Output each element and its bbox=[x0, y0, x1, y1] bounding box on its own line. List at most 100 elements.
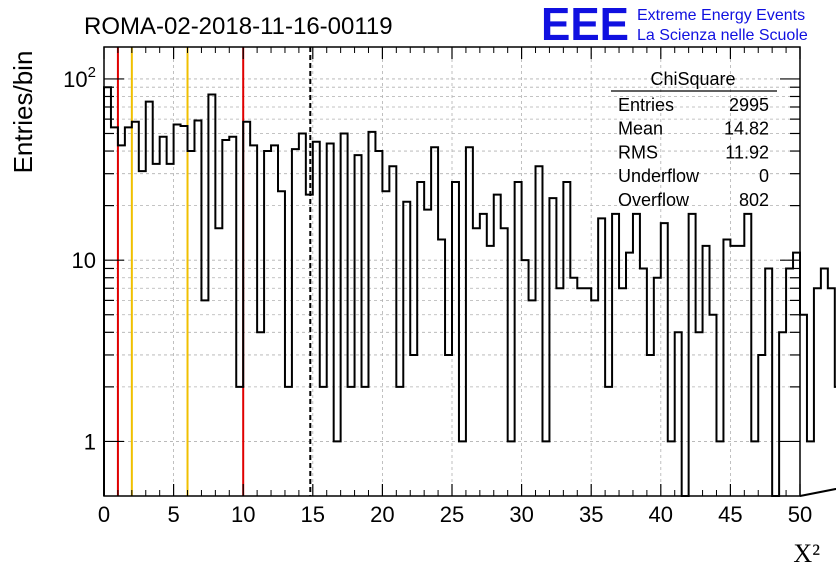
histogram-bin bbox=[368, 132, 375, 496]
histogram-bin bbox=[431, 147, 438, 496]
histogram-bin bbox=[424, 210, 431, 496]
stats-value: 11.92 bbox=[725, 142, 769, 162]
histogram-bin bbox=[125, 127, 132, 496]
eee-logo-line1: Extreme Energy Events bbox=[637, 7, 805, 24]
histogram-bin bbox=[501, 228, 508, 496]
histogram-bin bbox=[271, 145, 278, 496]
histogram-bin bbox=[703, 246, 710, 496]
histogram-bin bbox=[591, 300, 598, 496]
histogram-bin bbox=[619, 288, 626, 496]
histogram-bin bbox=[487, 246, 494, 496]
x-tick-label: 25 bbox=[440, 502, 464, 527]
histogram-bin bbox=[264, 151, 271, 496]
stats-box: ChiSquare Entries 2995 Mean 14.82 RMS 11.92 Un… bbox=[611, 69, 777, 210]
histogram-bin bbox=[243, 122, 250, 496]
histogram-bin bbox=[320, 387, 327, 496]
x-tick-label: 35 bbox=[579, 502, 603, 527]
histogram-bin bbox=[229, 137, 236, 496]
histogram-bin bbox=[188, 151, 195, 496]
histogram-bin bbox=[396, 387, 403, 496]
histogram-bin bbox=[515, 182, 522, 496]
histogram-bin bbox=[668, 441, 675, 496]
histogram-bin bbox=[710, 315, 717, 496]
histogram-bin bbox=[417, 182, 424, 496]
histogram-outline bbox=[103, 86, 836, 497]
histogram-bin bbox=[473, 228, 480, 496]
histogram-bin bbox=[118, 145, 125, 496]
x-tick-label: 30 bbox=[509, 502, 533, 527]
histogram-bin bbox=[626, 253, 633, 496]
stats-value: 0 bbox=[759, 166, 769, 186]
histogram-bin bbox=[334, 441, 341, 496]
histogram-bin bbox=[522, 260, 529, 496]
histogram-bin bbox=[167, 164, 174, 496]
histogram-bin bbox=[737, 246, 744, 496]
histogram-bin bbox=[807, 441, 814, 496]
histogram-bin bbox=[327, 144, 334, 496]
histogram-bin bbox=[723, 240, 730, 496]
histogram-bin bbox=[299, 133, 306, 496]
stats-label: Underflow bbox=[618, 166, 700, 186]
stats-value: 2995 bbox=[729, 95, 769, 115]
eee-logo: EEE Extreme Energy Events La Scienza nel… bbox=[541, 0, 808, 50]
histogram-bin bbox=[306, 195, 313, 496]
histogram-bin bbox=[633, 214, 640, 496]
histogram-bin bbox=[348, 387, 355, 496]
histogram-bin bbox=[556, 288, 563, 496]
y-axis-label: Entries/bin bbox=[8, 51, 38, 174]
chart-title: ROMA-02-2018-11-16-00119 bbox=[84, 13, 393, 40]
histogram-bin bbox=[292, 149, 299, 496]
histogram-bin bbox=[452, 182, 459, 496]
histogram-bin bbox=[800, 315, 807, 496]
x-tick-label: 5 bbox=[167, 502, 179, 527]
histogram-bin bbox=[375, 151, 382, 496]
histogram-bin bbox=[612, 214, 619, 496]
histogram-bin bbox=[744, 214, 751, 496]
histogram-bin bbox=[194, 120, 201, 496]
y-tick-label: 102 bbox=[63, 64, 96, 92]
histogram-bin bbox=[222, 140, 229, 496]
histogram-bin bbox=[508, 441, 515, 496]
histogram-bin bbox=[730, 246, 737, 496]
histogram-bin bbox=[236, 387, 243, 496]
stats-label: RMS bbox=[618, 142, 658, 162]
histogram-bin bbox=[542, 441, 549, 496]
histogram-bin bbox=[814, 288, 821, 496]
histogram-bin bbox=[257, 332, 264, 496]
histogram-bin bbox=[529, 300, 536, 496]
histogram-bin bbox=[786, 268, 793, 496]
stats-label: Mean bbox=[618, 119, 663, 139]
histogram-bin bbox=[654, 278, 661, 496]
histogram-bin bbox=[675, 332, 682, 496]
y-tick-label: 1 bbox=[84, 429, 96, 454]
histogram-bin bbox=[480, 214, 487, 496]
histogram-bin bbox=[459, 441, 466, 496]
histogram-bin bbox=[139, 171, 146, 496]
histogram-bin bbox=[563, 182, 570, 496]
x-tick-label: 0 bbox=[98, 502, 110, 527]
histogram-bin bbox=[146, 102, 153, 496]
histogram-bin bbox=[577, 288, 584, 496]
x-tick-label: 40 bbox=[649, 502, 673, 527]
histogram-bin bbox=[341, 133, 348, 496]
histogram-bin bbox=[438, 240, 445, 496]
histogram-bin bbox=[410, 355, 417, 496]
histogram-bin bbox=[445, 355, 452, 496]
eee-logo-text: EEE bbox=[541, 0, 629, 50]
x-tick-label: 20 bbox=[370, 502, 394, 527]
histogram-bin bbox=[174, 125, 181, 496]
histogram-bin bbox=[389, 166, 396, 496]
histogram-bin bbox=[382, 191, 389, 496]
histogram-bin bbox=[466, 147, 473, 496]
histogram-bin bbox=[779, 332, 786, 496]
histogram-bin bbox=[153, 164, 160, 496]
histogram-bin bbox=[208, 95, 215, 496]
histogram-bin bbox=[215, 228, 222, 496]
histogram-bin bbox=[640, 268, 647, 496]
x-axis-label: X² bbox=[793, 539, 820, 568]
histogram-bin bbox=[751, 441, 758, 496]
x-tick-label: 45 bbox=[718, 502, 742, 527]
histogram-bin bbox=[313, 142, 320, 496]
histogram-bin bbox=[605, 387, 612, 496]
